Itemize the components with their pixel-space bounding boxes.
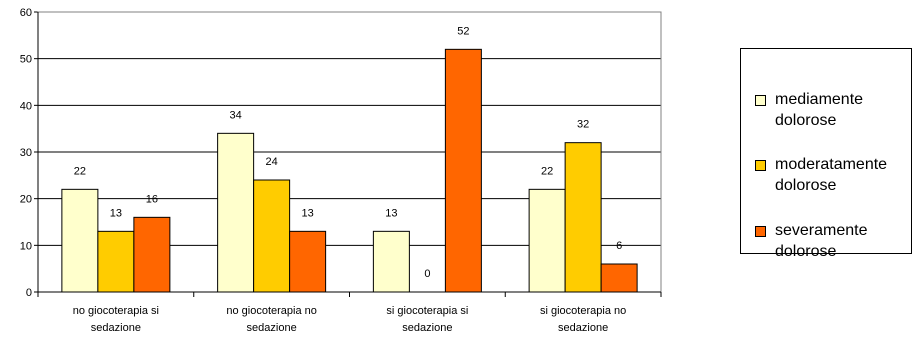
legend-swatch-moderatamente (755, 160, 766, 171)
bar (217, 132, 255, 293)
legend-label-line1: severamente (775, 222, 868, 239)
bar (444, 48, 482, 293)
x-tick-label: si giocoterapia si (386, 305, 468, 317)
y-tick-label: 60 (20, 7, 32, 19)
data-label: 22 (541, 165, 553, 177)
y-tick-label: 50 (20, 54, 32, 66)
legend-label: moderatamente dolorose (775, 154, 915, 196)
x-tick-label: si giocoterapia no (540, 305, 626, 317)
legend-label: mediamente dolorose (775, 89, 915, 131)
bar (372, 230, 410, 293)
chart-legend: mediamente dolorose moderatamente doloro… (740, 48, 915, 260)
bar (133, 216, 171, 293)
bar (253, 179, 291, 293)
legend-label-line1: moderatamente (775, 156, 888, 173)
x-tick-label: sedazione (247, 322, 297, 334)
data-label: 13 (110, 207, 122, 219)
data-label: 22 (74, 165, 86, 177)
y-tick-label: 10 (20, 240, 32, 252)
data-label: 24 (266, 156, 278, 168)
bar (61, 188, 99, 293)
legend-swatch-mediamente (755, 95, 766, 106)
x-tick-label: no giocoterapia si (73, 305, 159, 317)
legend-label-line1: mediamente (775, 91, 864, 108)
data-label: 34 (230, 109, 242, 121)
data-label: 13 (302, 207, 314, 219)
legend-label-line2: dolorose (775, 243, 837, 260)
bar (528, 188, 566, 293)
legend-label-line2: dolorose (775, 112, 837, 129)
bar (289, 230, 327, 293)
data-label: 16 (146, 193, 158, 205)
data-label: 0 (424, 268, 430, 280)
legend-item-mediamente: mediamente dolorose (755, 89, 915, 131)
bar (600, 263, 638, 293)
legend-label-line2: dolorose (775, 177, 837, 194)
bar (564, 142, 602, 293)
legend-label: severamente dolorose (775, 220, 915, 262)
data-label: 52 (457, 25, 469, 37)
data-label: 32 (577, 119, 589, 131)
bar (97, 230, 135, 293)
x-tick-label: sedazione (91, 322, 141, 334)
legend-item-moderatamente: moderatamente dolorose (755, 154, 915, 196)
legend-swatch-severamente (755, 226, 766, 237)
y-tick-label: 20 (20, 194, 32, 206)
legend-item-severamente: severamente dolorose (755, 220, 915, 262)
x-tick-label: no giocoterapia no (226, 305, 317, 317)
x-tick-label: sedazione (558, 322, 608, 334)
y-tick-label: 0 (26, 287, 32, 299)
x-tick-label: sedazione (402, 322, 452, 334)
data-label: 6 (616, 240, 622, 252)
data-label: 13 (385, 207, 397, 219)
y-tick-label: 40 (20, 100, 32, 112)
y-tick-label: 30 (20, 147, 32, 159)
